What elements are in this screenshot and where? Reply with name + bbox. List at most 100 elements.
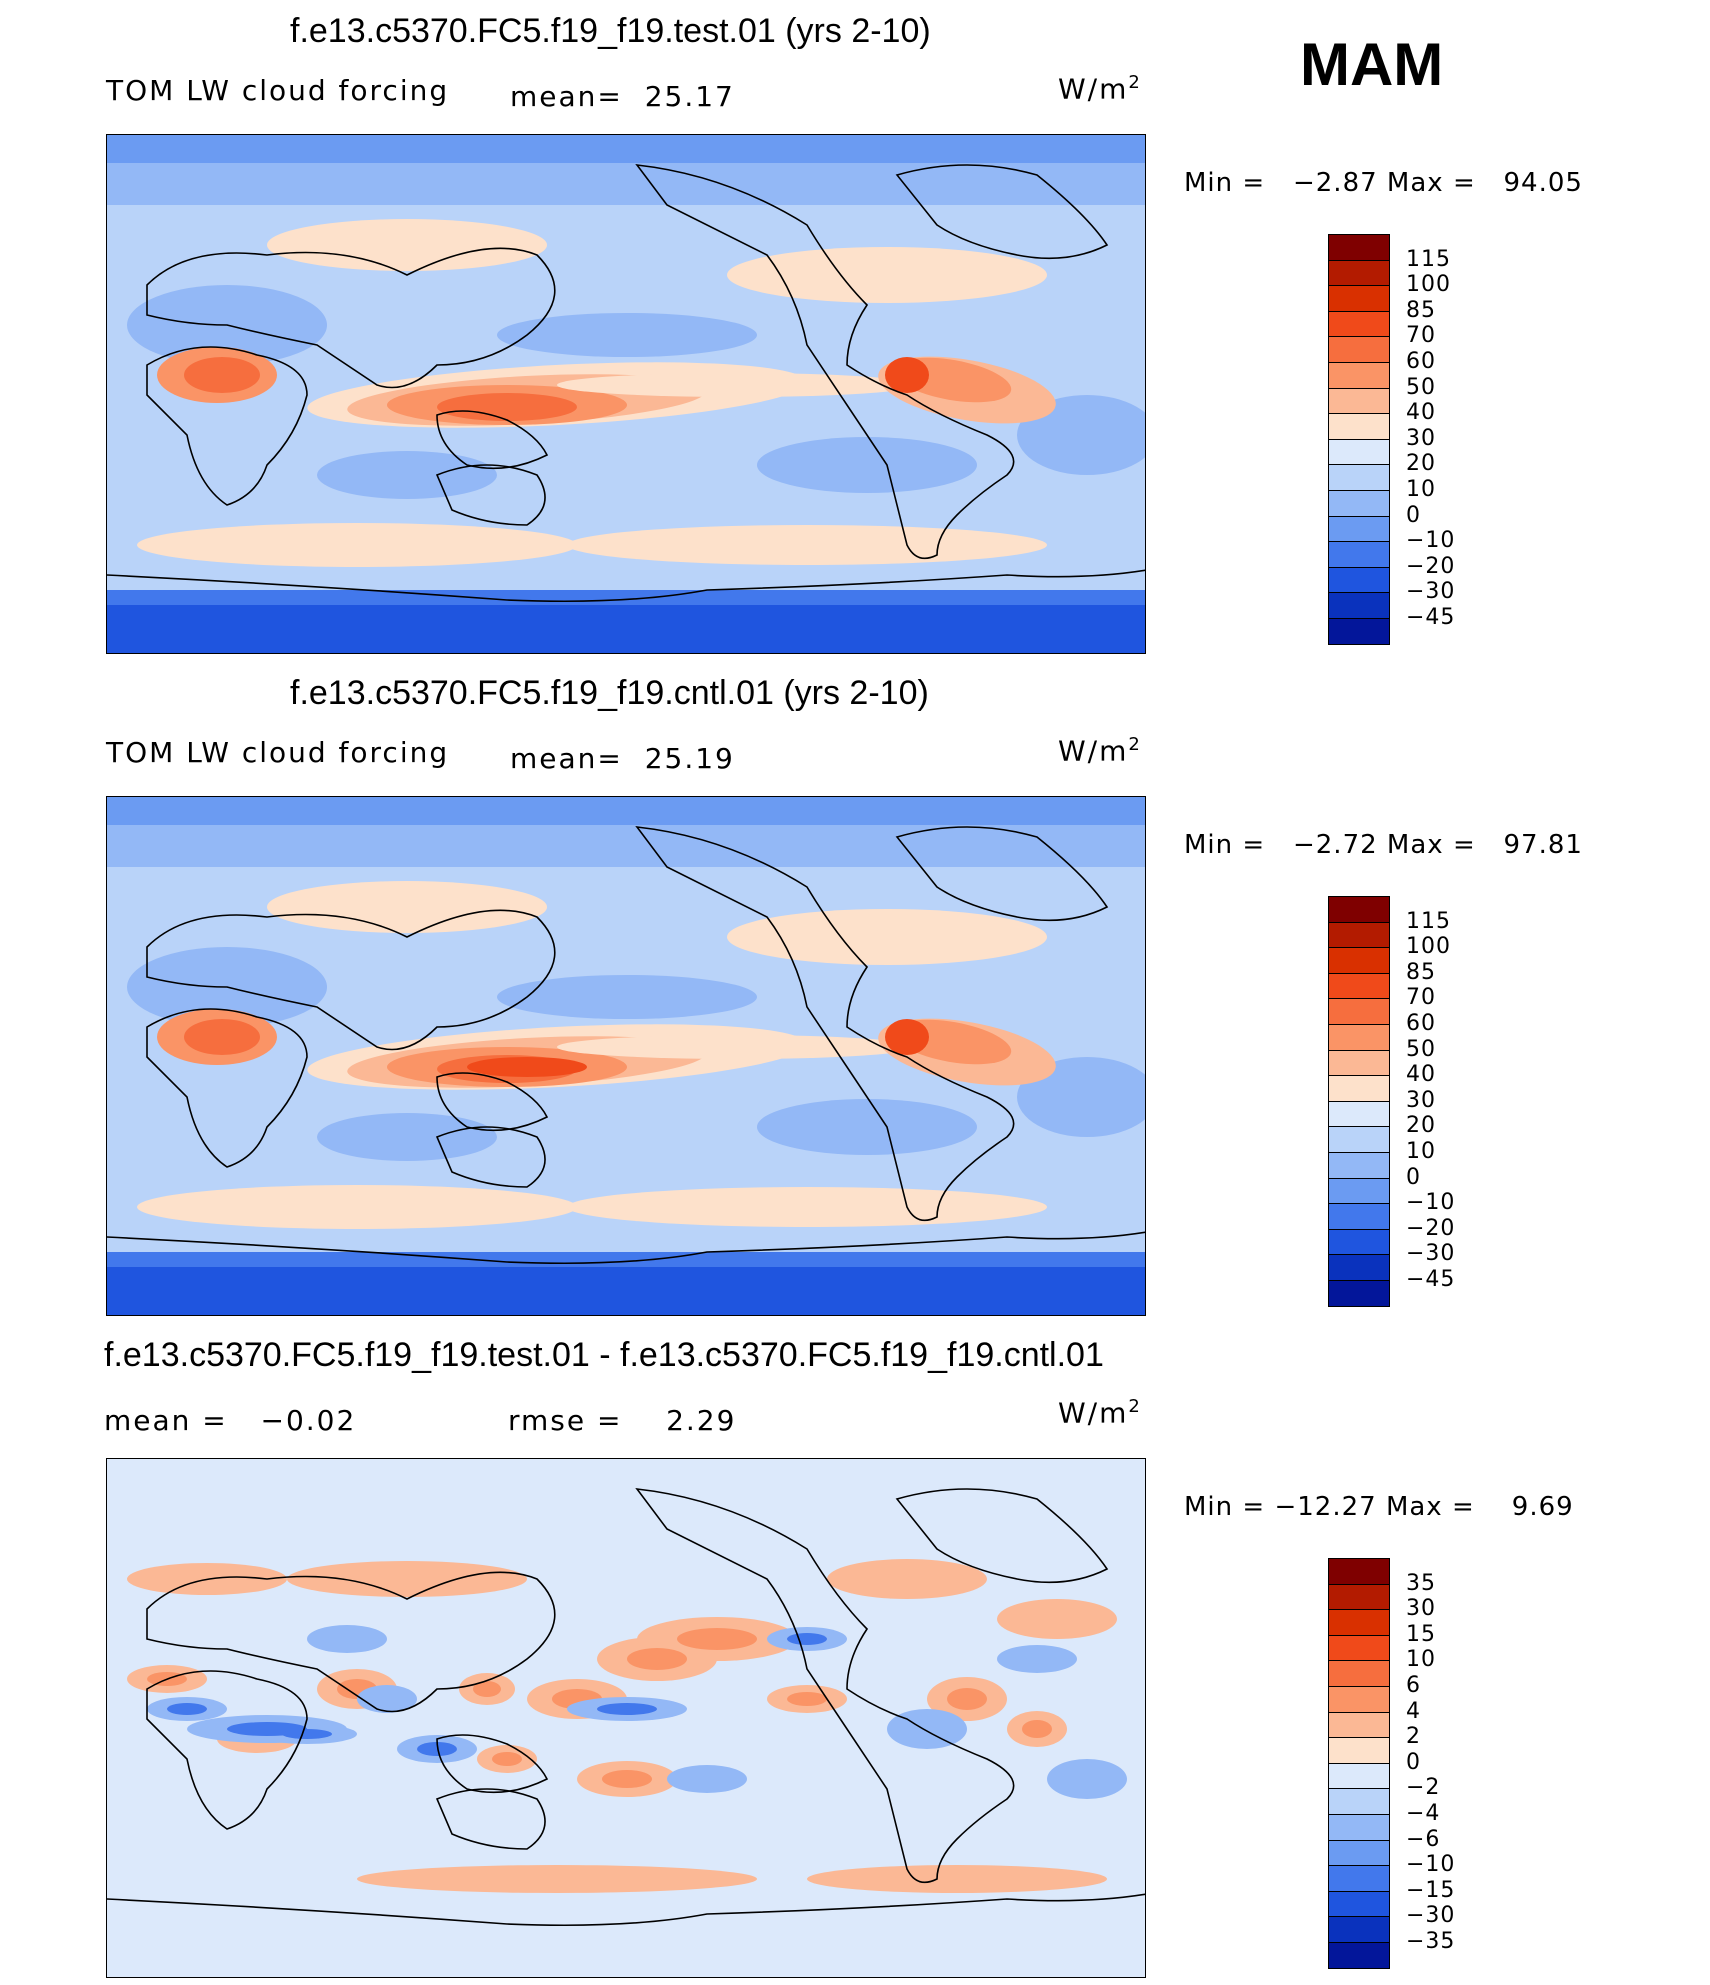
colorbar-tick-label: 60 — [1406, 349, 1436, 374]
colorbar-swatch — [1328, 592, 1390, 619]
colorbar-tick-label: 10 — [1406, 1647, 1436, 1673]
rmse-value: 2.29 — [666, 1404, 737, 1437]
colorbar-swatch — [1328, 234, 1390, 261]
colorbar-swatch — [1328, 972, 1390, 1000]
mean-value: −0.02 — [260, 1404, 357, 1437]
season-label: MAM — [1300, 31, 1444, 98]
panel-title: f.e13.c5370.FC5.f19_f19.cntl.01 (yrs 2-1… — [290, 674, 929, 712]
variable-label: TOM LW cloud forcing — [106, 736, 450, 769]
mean-label: mean = −0.02 — [104, 1404, 357, 1437]
colorbar-tick-label: 100 — [1406, 272, 1451, 298]
colorbar-swatch — [1328, 285, 1390, 312]
colorbar-swatch — [1328, 947, 1390, 974]
min-max-readout: Min = −12.27 Max = 9.69 — [1184, 1492, 1574, 1522]
colorbar-tick-label: −35 — [1406, 1929, 1456, 1954]
contour-field — [107, 135, 1145, 653]
colorbar-tick-label: −30 — [1406, 579, 1456, 605]
colorbar-tick-label: 35 — [1406, 1570, 1436, 1596]
colorbar-swatch — [1328, 1890, 1390, 1918]
colorbar-swatch — [1328, 464, 1390, 491]
colorbar-tick-label: −20 — [1406, 1215, 1456, 1241]
mean-label: mean= 25.17 — [510, 80, 735, 113]
map-difference — [106, 1458, 1146, 1978]
colorbar-tick-label: 115 — [1406, 246, 1451, 272]
panel-title: f.e13.c5370.FC5.f19_f19.test.01 - f.e13.… — [104, 1336, 1104, 1374]
colorbar-tick-label: 0 — [1406, 1164, 1421, 1190]
colorbar-tick-label: −45 — [1406, 605, 1456, 630]
colorbar-swatch — [1328, 362, 1390, 389]
colorbar-swatch — [1328, 259, 1390, 287]
colorbar-swatch — [1328, 1916, 1390, 1943]
colorbar-tick-label: −15 — [1406, 1877, 1456, 1903]
colorbar-tick-label: 4 — [1406, 1698, 1421, 1724]
colorbar-swatch — [1328, 1737, 1390, 1764]
rmse-label: rmse = 2.29 — [508, 1404, 737, 1437]
colorbar-swatch — [1328, 896, 1390, 923]
units-label: W/m2 — [1058, 72, 1140, 106]
colorbar-swatch — [1328, 1634, 1390, 1662]
colorbar-swatch — [1328, 438, 1390, 466]
colorbar-tick-label: 70 — [1406, 985, 1436, 1011]
colorbar-tick-label: 20 — [1406, 451, 1436, 477]
panel-title: f.e13.c5370.FC5.f19_f19.test.01 (yrs 2-1… — [290, 12, 931, 50]
variable-label: TOM LW cloud forcing — [106, 74, 450, 107]
mean-value: 25.19 — [644, 742, 735, 775]
colorbar-swatch — [1328, 541, 1390, 568]
colorbar-tick-label: −10 — [1406, 528, 1456, 554]
colorbar-swatch — [1328, 1075, 1390, 1102]
colorbar-swatch — [1328, 1024, 1390, 1051]
colorbar-swatch — [1328, 566, 1390, 594]
colorbar-swatch — [1328, 310, 1390, 338]
units-label: W/m2 — [1058, 734, 1140, 768]
colorbar-tick-label: 115 — [1406, 908, 1451, 934]
colorbar-tick-label: 10 — [1406, 477, 1436, 502]
colorbar-swatch — [1328, 1660, 1390, 1687]
colorbar-swatch — [1328, 1152, 1390, 1179]
colorbar-swatch — [1328, 1126, 1390, 1153]
colorbar-tick-label: 0 — [1406, 502, 1421, 528]
colorbar-swatch — [1328, 1865, 1390, 1892]
colorbar-tick-label: −6 — [1406, 1826, 1441, 1852]
colorbar-swatch — [1328, 515, 1390, 543]
colorbar-swatch — [1328, 1686, 1390, 1713]
colorbar-tick-label: 70 — [1406, 323, 1436, 349]
min-max-readout: Min = −2.87 Max = 94.05 — [1184, 168, 1583, 198]
colorbar-tick-label: 40 — [1406, 1062, 1436, 1088]
colorbar-tick-label: 30 — [1406, 425, 1436, 451]
mean-value: 25.17 — [644, 80, 735, 113]
colorbar-swatch — [1328, 618, 1390, 645]
contour-field — [107, 1459, 1145, 1977]
colorbar-swatch — [1328, 1100, 1390, 1128]
colorbar-tick-label: 15 — [1406, 1621, 1436, 1647]
colorbar-tick-label: 20 — [1406, 1113, 1436, 1139]
colorbar-tick-label: 40 — [1406, 400, 1436, 426]
colorbar-tick-label: 6 — [1406, 1673, 1421, 1698]
colorbar-tick-label: −30 — [1406, 1241, 1456, 1267]
colorbar-tick-label: −4 — [1406, 1801, 1441, 1826]
colorbar-tick-label: 60 — [1406, 1011, 1436, 1036]
colorbar-swatch — [1328, 921, 1390, 949]
colorbar-swatch — [1328, 1177, 1390, 1205]
colorbar-swatch — [1328, 1203, 1390, 1230]
colorbar-tick-label: 2 — [1406, 1724, 1421, 1750]
colorbar-swatch — [1328, 1558, 1390, 1585]
colorbar-tick-label: 30 — [1406, 1596, 1436, 1622]
colorbar-tick-label: 10 — [1406, 1139, 1436, 1164]
colorbar-swatch — [1328, 1711, 1390, 1739]
colorbar-tick-label: 85 — [1406, 297, 1436, 323]
colorbar-tick-label: 85 — [1406, 959, 1436, 985]
colorbar-tick-label: 100 — [1406, 934, 1451, 960]
colorbar-swatch — [1328, 1049, 1390, 1077]
map-test — [106, 134, 1146, 654]
units-label: W/m2 — [1058, 1396, 1140, 1430]
colorbar-tick-label: 50 — [1406, 1036, 1436, 1062]
colorbar-tick-label: 30 — [1406, 1087, 1436, 1113]
colorbar-swatch — [1328, 1583, 1390, 1611]
colorbar-swatch — [1328, 1942, 1390, 1969]
colorbar-tick-label: 50 — [1406, 374, 1436, 400]
colorbar-tick-label: −20 — [1406, 553, 1456, 579]
colorbar-swatch — [1328, 1839, 1390, 1867]
colorbar-tick-label: −10 — [1406, 1852, 1456, 1878]
colorbar-swatch — [1328, 1762, 1390, 1790]
colorbar-tick-label: −30 — [1406, 1903, 1456, 1929]
